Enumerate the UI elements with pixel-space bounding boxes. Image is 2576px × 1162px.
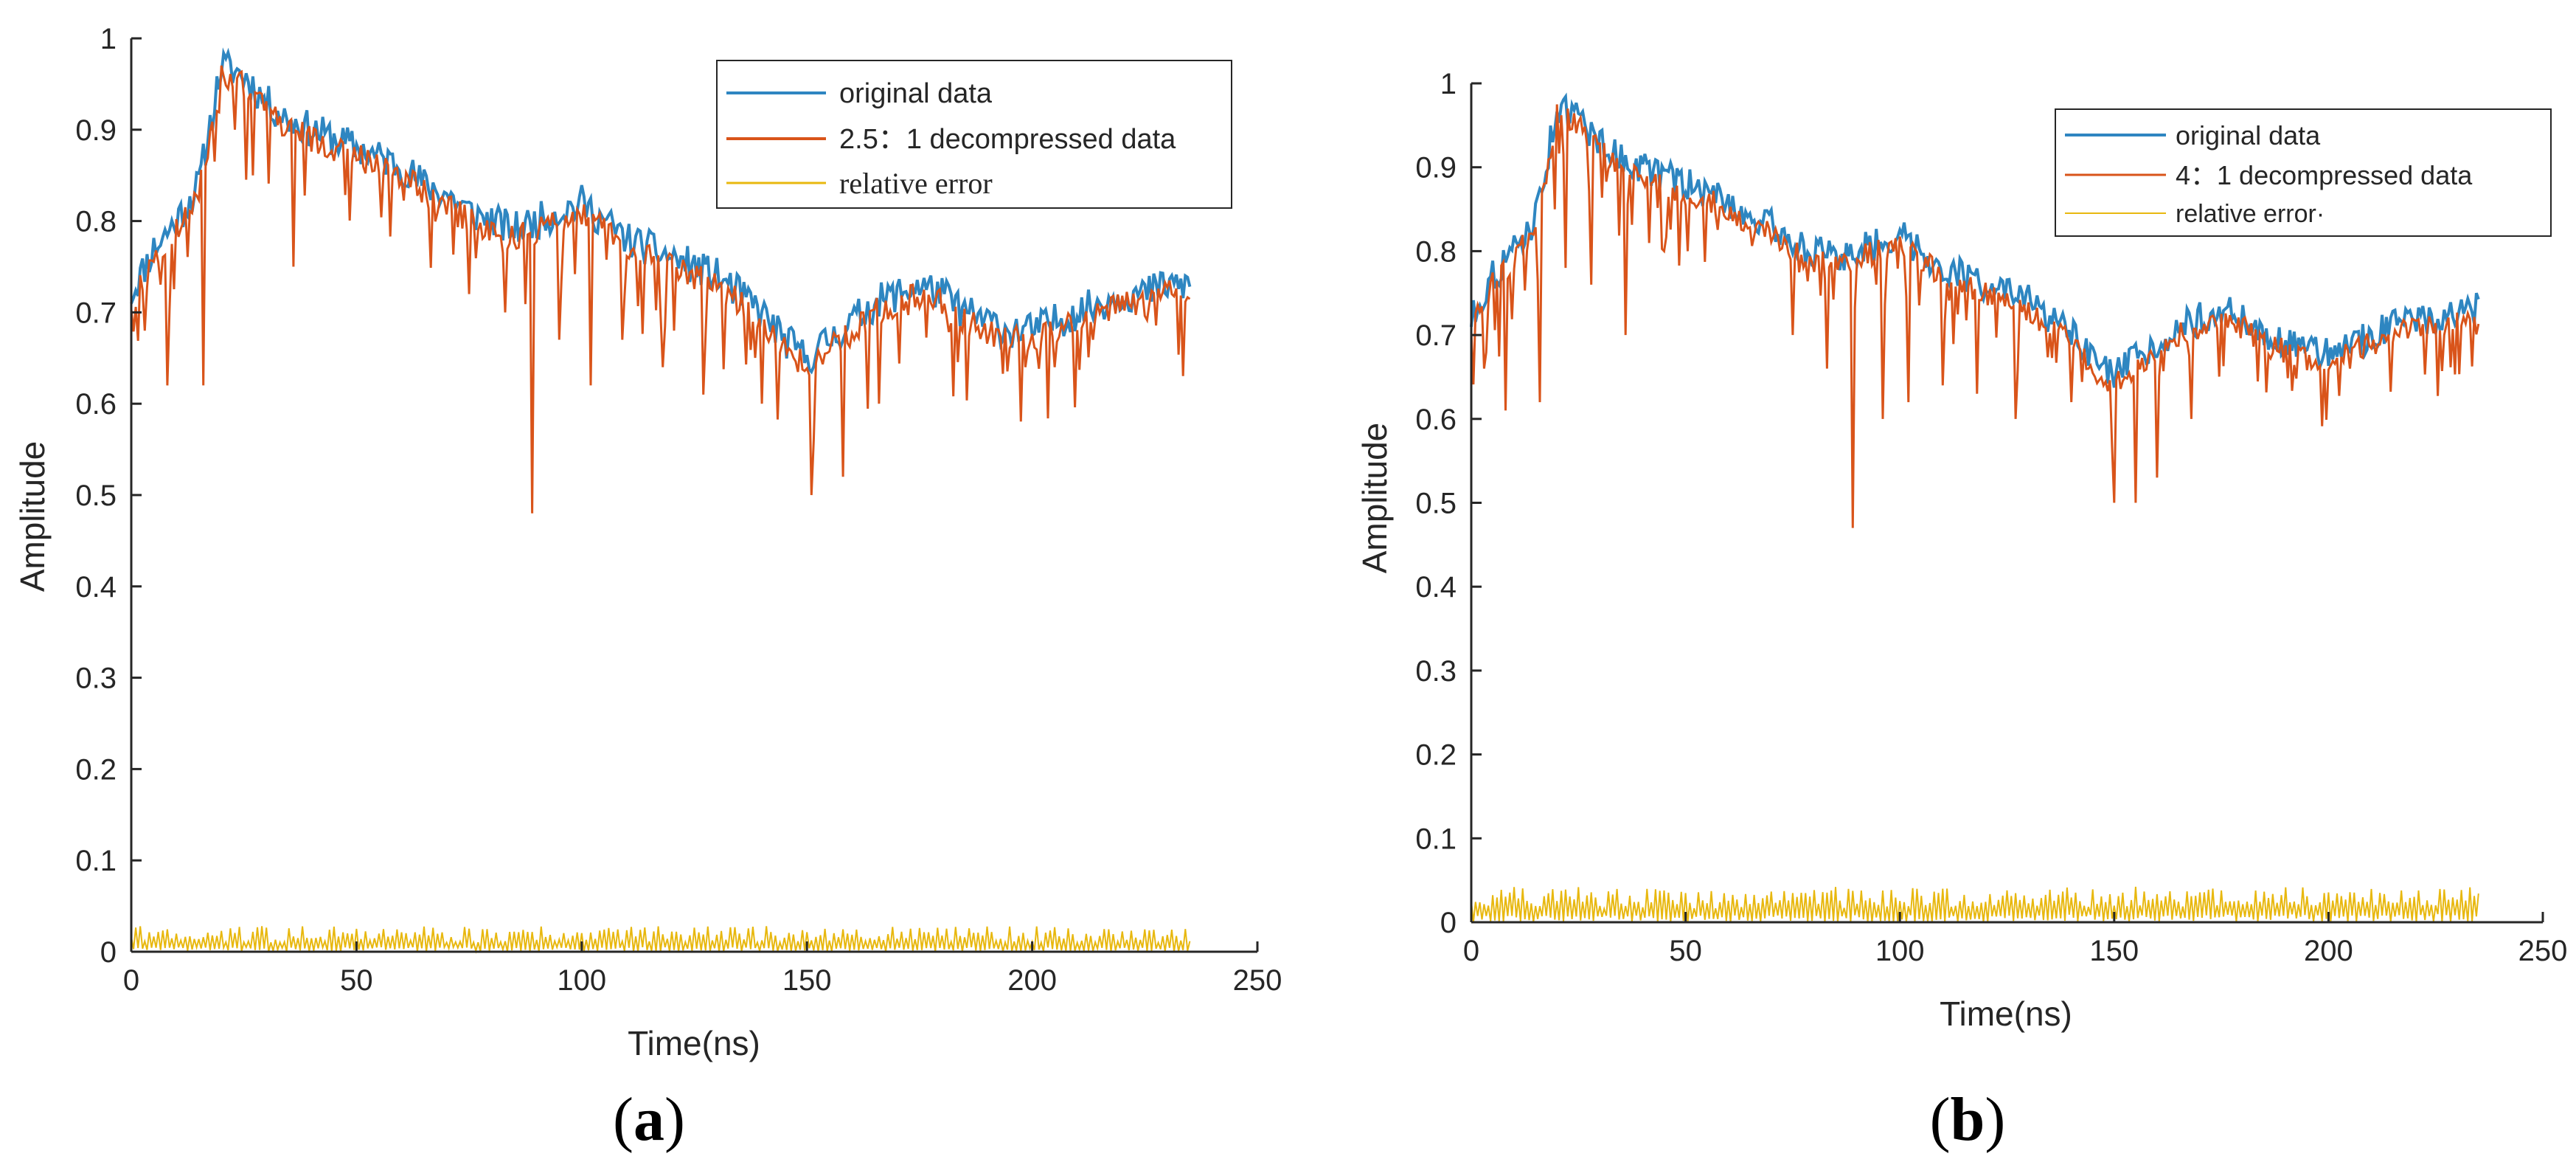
chart-panel-a: 0 50 100 150 200 250 0 0.1 0.2 0.3 0.4 0.5 0.6 0.7 0.8… (13, 23, 1282, 1154)
x-tick-label-a-4: 200 (1007, 964, 1057, 997)
y-tick-label-b-3: 0.3 (1415, 655, 1457, 688)
x-tick-label-b-4: 200 (2304, 935, 2353, 967)
y-axis-label-b: Amplitude (1355, 423, 1394, 574)
x-axis-label-a: Time(ns) (628, 1024, 760, 1062)
y-tick-label-a-1: 0.1 (75, 845, 117, 877)
panel-label-a-close: ) (664, 1085, 685, 1154)
x-tick-label-a-5: 250 (1233, 964, 1282, 997)
series-decompressed-line-a (130, 65, 1191, 513)
y-tick-label-a-5: 0.5 (75, 480, 117, 512)
panel-label-b-open: ( (1930, 1085, 1951, 1154)
y-tick-label-a-6: 0.6 (75, 388, 117, 421)
panel-label-b: (b) (1930, 1085, 2006, 1154)
panel-label-b-letter: b (1951, 1085, 1985, 1154)
legend-box-b (2055, 108, 2552, 237)
x-tick-label-a-3: 150 (782, 964, 832, 997)
chart-panel-b: 0 50 100 150 200 250 0 0.1 0.2 0.3 0.4 0.5 0.6 0.7 0.8… (1355, 68, 2567, 1154)
x-tick-label-b-5: 250 (2518, 935, 2568, 967)
x-tick-label-a-1: 50 (340, 964, 373, 997)
y-tick-label-a-8: 0.8 (75, 206, 117, 238)
legend-label-error-b: relative error· (2176, 200, 2325, 228)
y-tick-label-b-7: 0.7 (1415, 319, 1457, 352)
y-tick-label-b-9: 0.9 (1415, 152, 1457, 184)
y-tick-label-a-3: 0.3 (75, 663, 117, 695)
series-decompressed-line-b (1470, 104, 2480, 528)
plot-lines-b (1470, 92, 2480, 923)
y-tick-label-b-4: 0.4 (1415, 571, 1457, 604)
y-tick-label-b-5: 0.5 (1415, 488, 1457, 520)
panel-label-a: (a) (613, 1085, 685, 1154)
legend-label-original-a: original data (839, 78, 993, 109)
legend-label-decompressed-b: 4：1 decompressed data (2176, 160, 2473, 190)
panel-label-a-letter: a (633, 1085, 664, 1154)
y-tick-label-b-6: 0.6 (1415, 404, 1457, 436)
x-tick-label-b-2: 100 (1875, 935, 1925, 967)
y-tick-label-a-0: 0 (100, 936, 117, 969)
legend-label-original-b: original data (2176, 120, 2321, 151)
series-original-line-b (1470, 92, 2480, 388)
y-tick-label-b-2: 0.2 (1415, 739, 1457, 772)
y-tick-label-a-9: 0.9 (75, 114, 117, 147)
y-tick-label-a-7: 0.7 (75, 297, 117, 329)
ticks-a: 0 50 100 150 200 250 0 0.1 0.2 0.3 0.4 0.5 0.6 0.7 0.8… (75, 23, 1282, 997)
x-tick-label-b-3: 150 (2089, 935, 2139, 967)
y-tick-label-a-2: 0.2 (75, 753, 117, 786)
y-tick-label-b-0: 0 (1440, 907, 1457, 939)
y-tick-label-a-4: 0.4 (75, 571, 117, 604)
panel-label-b-close: ) (1985, 1085, 2005, 1154)
x-axis-label-b: Time(ns) (1940, 995, 2072, 1033)
y-tick-label-b-8: 0.8 (1415, 235, 1457, 268)
x-tick-label-b-1: 50 (1669, 935, 1702, 967)
x-tick-label-b-0: 0 (1463, 935, 1479, 967)
series-error-line-b (1471, 886, 2479, 923)
series-error-line-a (131, 926, 1191, 954)
y-tick-label-b-1: 0.1 (1415, 823, 1457, 855)
x-tick-label-a-2: 100 (557, 964, 606, 997)
ticks-b: 0 50 100 150 200 250 0 0.1 0.2 0.3 0.4 0.5 0.6 0.7 0.8… (1415, 68, 2567, 967)
panel-label-a-open: ( (613, 1085, 633, 1154)
legend-a: original data 2.5：1 decompressed data re… (716, 60, 1232, 209)
legend-label-error-a: relative error (839, 167, 993, 200)
legend-b: original data 4：1 decompressed data rela… (2055, 108, 2552, 237)
y-tick-label-b-10: 1 (1440, 68, 1457, 100)
y-tick-label-a-10: 1 (100, 23, 117, 55)
y-axis-label-a: Amplitude (13, 441, 52, 592)
x-tick-label-a-0: 0 (123, 964, 139, 997)
legend-label-decompressed-a: 2.5：1 decompressed data (839, 124, 1176, 155)
